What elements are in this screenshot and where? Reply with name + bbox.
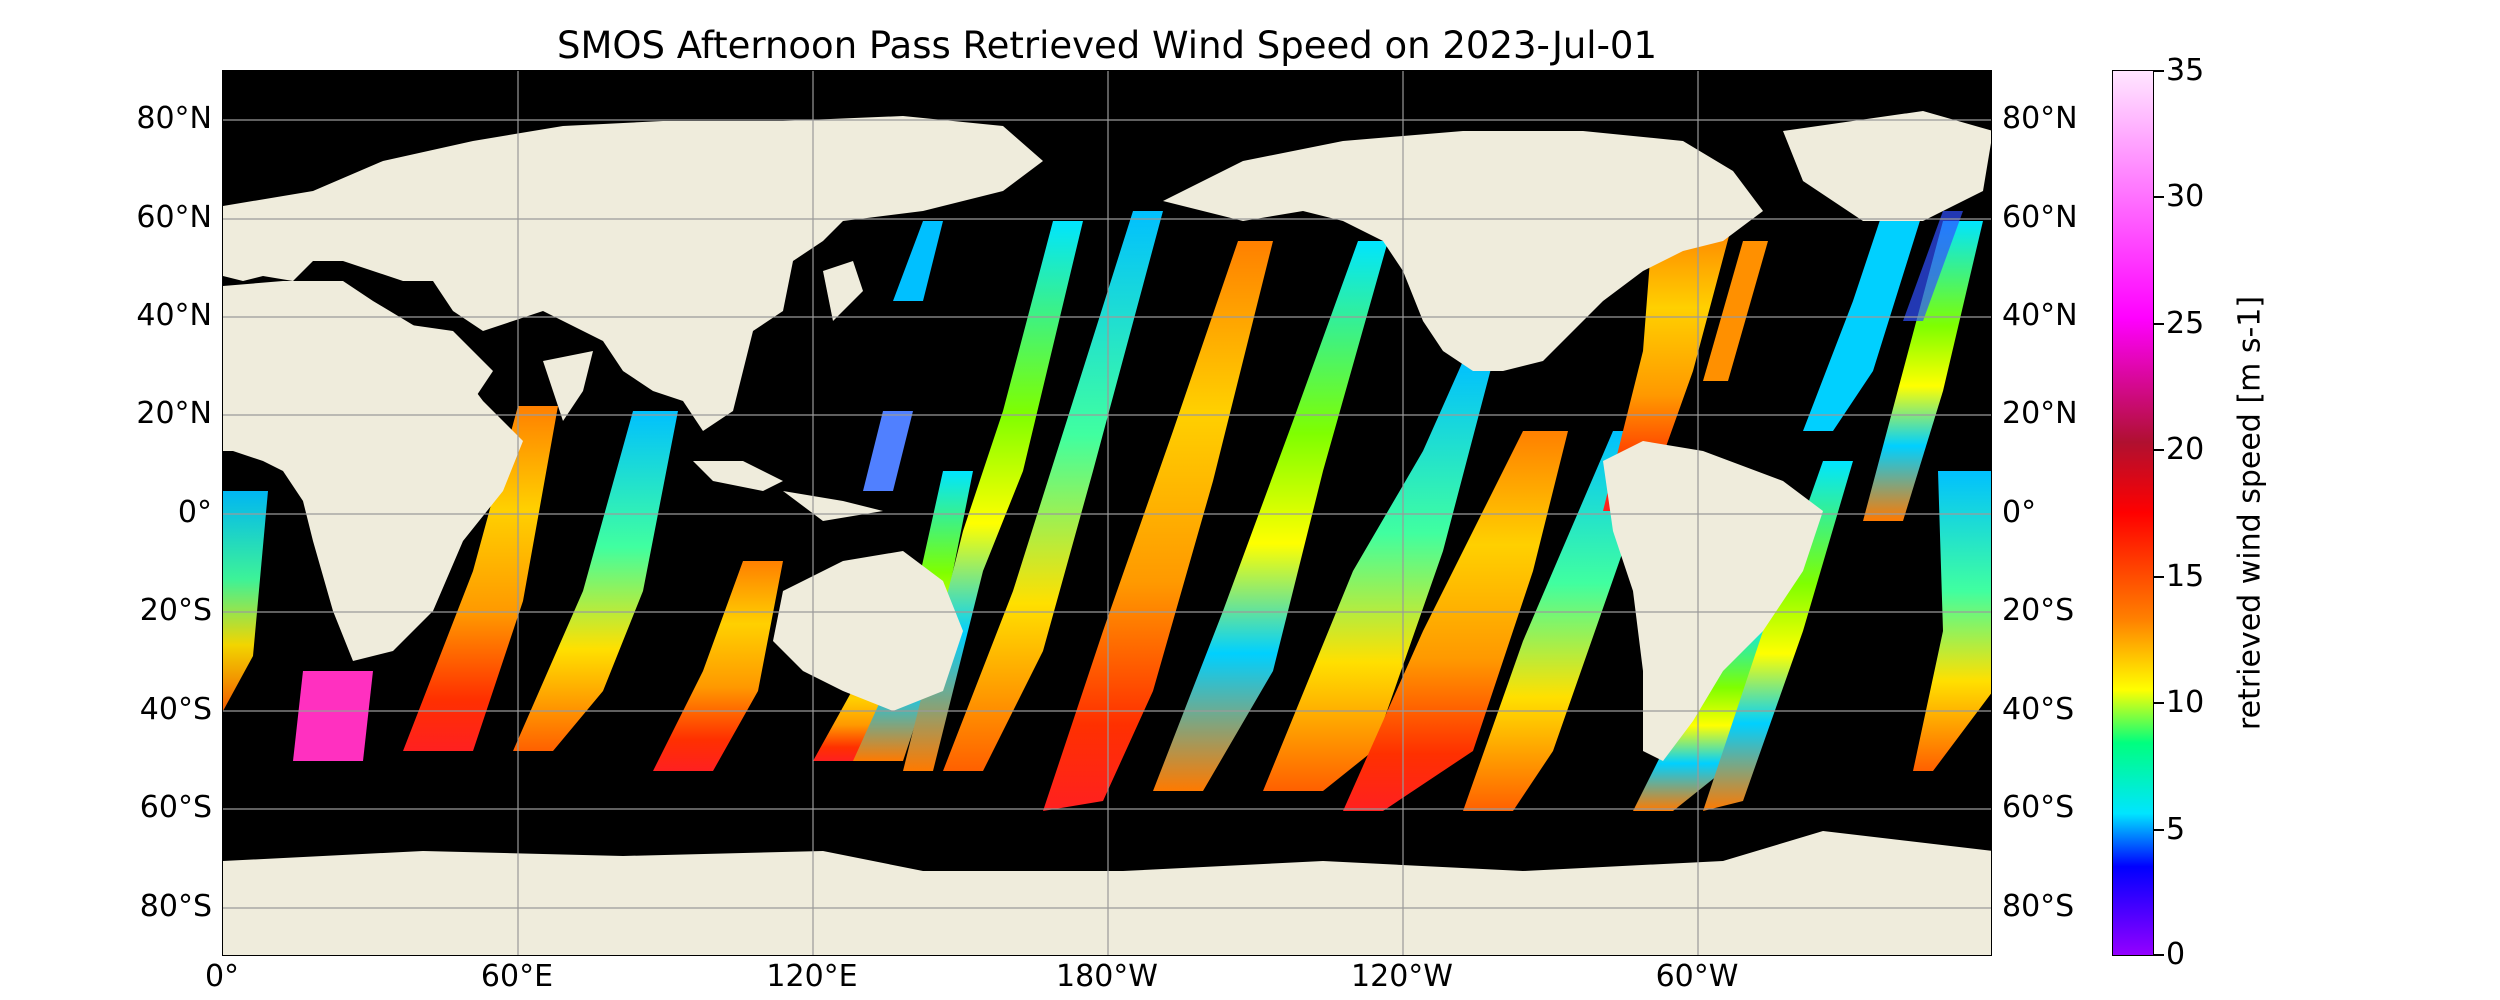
- lat-label-left: 60°N: [136, 200, 212, 235]
- lat-label-left: 20°N: [136, 396, 212, 431]
- lon-label: 180°W: [1056, 959, 1158, 994]
- map-canvas: [223, 71, 1991, 955]
- lat-label-left: 20°S: [139, 593, 212, 628]
- land: [223, 111, 1991, 955]
- colorbar: [2112, 70, 2154, 956]
- colorbar-label: 5: [2166, 812, 2186, 847]
- lat-label-left: 0°: [177, 495, 212, 530]
- lat-label-left: 40°S: [139, 692, 212, 727]
- lat-label-right: 80°S: [2002, 889, 2075, 924]
- colorbar-label: 15: [2166, 559, 2205, 594]
- wind-speed-map: [222, 70, 1992, 956]
- lat-label-left: 80°N: [136, 101, 212, 136]
- colorbar-label: 30: [2166, 179, 2205, 214]
- lon-label: 120°E: [766, 959, 858, 994]
- lat-label-right: 20°N: [2002, 396, 2078, 431]
- colorbar-label: 35: [2166, 53, 2205, 88]
- colorbar-tick: [2154, 576, 2164, 578]
- lon-label: 0°: [204, 959, 240, 994]
- colorbar-tick: [2154, 829, 2164, 831]
- lon-label: 120°W: [1351, 959, 1453, 994]
- lat-label-right: 40°S: [2002, 692, 2075, 727]
- colorbar-label: 10: [2166, 685, 2205, 720]
- colorbar-label: 25: [2166, 306, 2205, 341]
- lon-label: 60°E: [480, 959, 554, 994]
- lat-label-right: 20°S: [2002, 593, 2075, 628]
- colorbar-title: retrieved wind speed [m s-1]: [2232, 295, 2268, 731]
- lat-label-left: 60°S: [139, 790, 212, 825]
- lat-label-left: 40°N: [136, 298, 212, 333]
- colorbar-tick: [2154, 323, 2164, 325]
- lat-label-left: 80°S: [139, 889, 212, 924]
- lat-label-right: 60°N: [2002, 200, 2078, 235]
- colorbar-tick: [2154, 449, 2164, 451]
- colorbar-tick: [2154, 70, 2164, 72]
- colorbar-label: 0: [2166, 937, 2186, 972]
- map-title: SMOS Afternoon Pass Retrieved Wind Speed…: [556, 24, 1658, 67]
- lat-label-right: 40°N: [2002, 298, 2078, 333]
- lat-label-right: 60°S: [2002, 790, 2075, 825]
- lat-label-right: 80°N: [2002, 101, 2078, 136]
- colorbar-tick: [2154, 196, 2164, 198]
- lon-label: 60°W: [1655, 959, 1739, 994]
- colorbar-tick: [2154, 954, 2164, 956]
- lat-label-right: 0°: [2002, 495, 2037, 530]
- colorbar-tick: [2154, 702, 2164, 704]
- graticule: [223, 71, 1991, 955]
- colorbar-label: 20: [2166, 432, 2205, 467]
- swaths: [223, 211, 1991, 811]
